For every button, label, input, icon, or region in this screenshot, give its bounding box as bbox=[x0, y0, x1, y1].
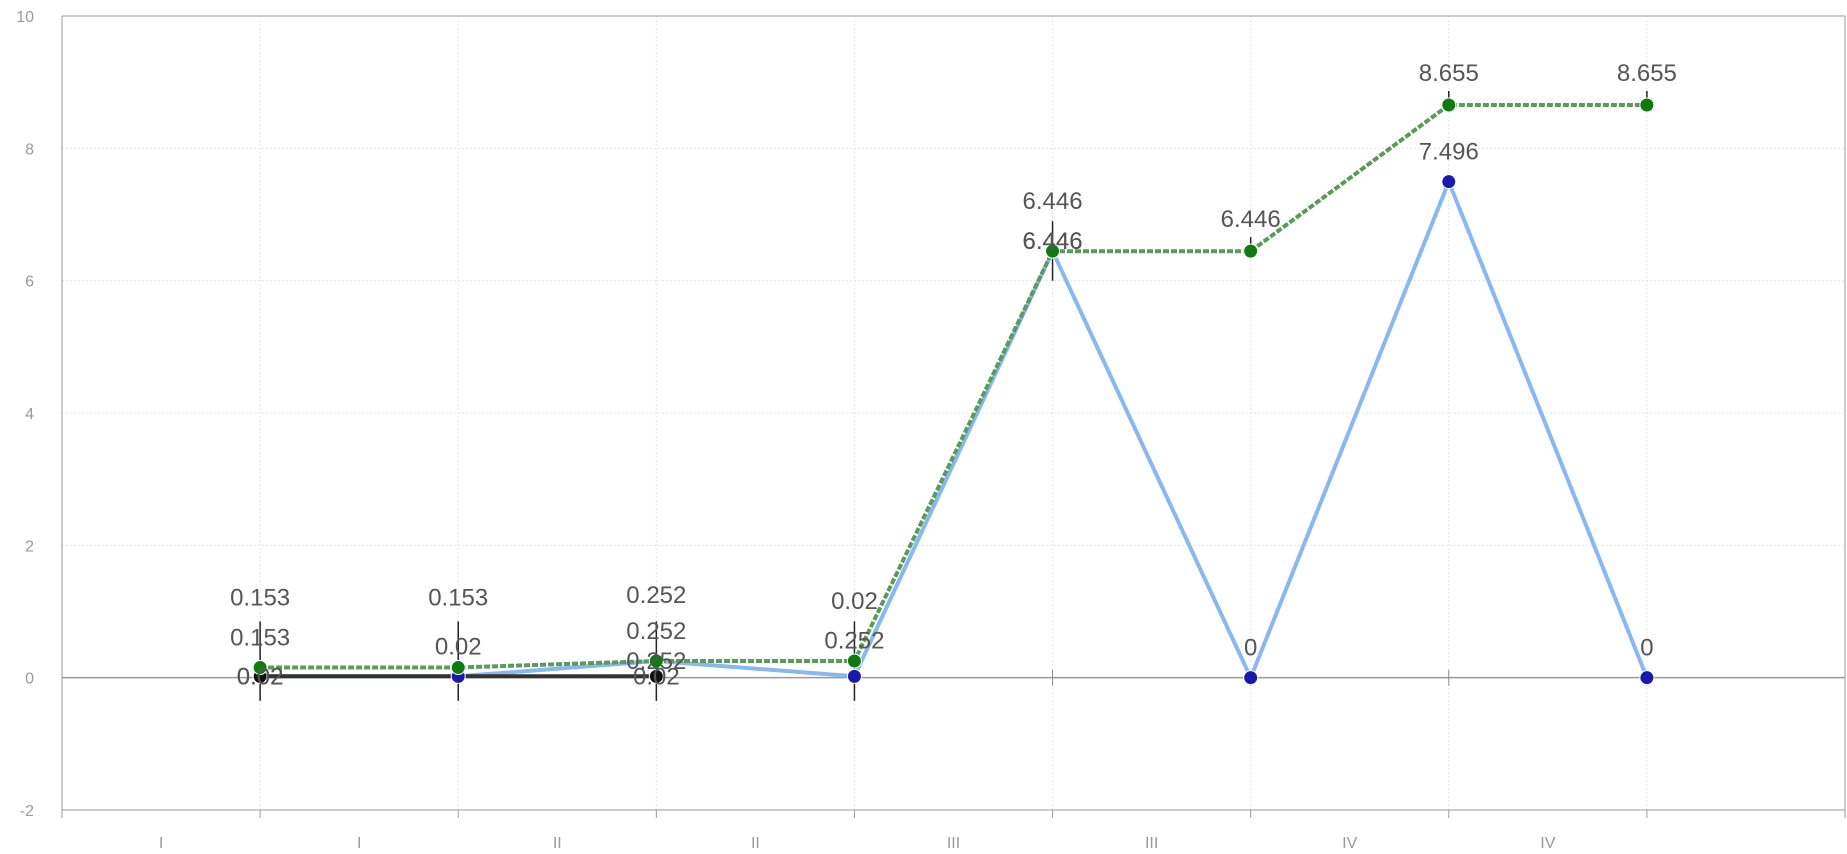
data-label-s0: 0.252 bbox=[626, 648, 686, 675]
x-tick-label: III bbox=[947, 835, 960, 852]
x-tick-label: I bbox=[159, 835, 163, 852]
x-tick-label: I bbox=[357, 835, 361, 852]
x-tick-label: IV bbox=[1540, 835, 1555, 852]
data-point-0 bbox=[1639, 670, 1655, 686]
series-line-0 bbox=[260, 179, 1649, 680]
data-label-s2-above: 6.446 bbox=[1023, 228, 1083, 255]
x-tick-label: II bbox=[751, 835, 760, 852]
y-tick-label: 10 bbox=[16, 9, 34, 26]
data-label-s2: 8.655 bbox=[1617, 60, 1677, 87]
data-point-2 bbox=[648, 653, 664, 669]
data-label-s2-above: 0.252 bbox=[626, 618, 686, 645]
series-line-2 bbox=[260, 103, 1647, 670]
x-tick-label: III bbox=[1145, 835, 1158, 852]
y-tick-label: 6 bbox=[25, 274, 34, 291]
data-label-s2: 0.153 bbox=[230, 585, 290, 612]
data-point-2 bbox=[252, 660, 268, 676]
data-label-s2: 6.446 bbox=[1221, 206, 1281, 233]
data-label-s0: 0.02 bbox=[237, 663, 284, 690]
data-label-s2: 6.446 bbox=[1023, 188, 1083, 215]
data-label-s0: 0.252 bbox=[824, 627, 884, 654]
data-point-0 bbox=[846, 668, 862, 684]
y-tick-label: -2 bbox=[20, 803, 34, 820]
data-label-s1: 0.02 bbox=[237, 663, 284, 690]
data-label-s1: 0.02 bbox=[633, 663, 680, 690]
data-point-2 bbox=[1441, 97, 1457, 113]
data-label-s2: 8.655 bbox=[1419, 60, 1479, 87]
data-point-2 bbox=[450, 660, 466, 676]
y-tick-label: 4 bbox=[25, 406, 34, 423]
x-tick-label: IV bbox=[1342, 835, 1357, 852]
data-point-2 bbox=[846, 653, 862, 669]
data-point-2 bbox=[1243, 243, 1259, 259]
data-point-0 bbox=[1243, 670, 1259, 686]
data-label-s0: 7.496 bbox=[1419, 139, 1479, 166]
data-point-0 bbox=[1441, 174, 1457, 190]
data-label-s0: 6.446 bbox=[1023, 228, 1083, 255]
y-tick-label: 0 bbox=[25, 671, 34, 688]
data-label-s0: 0 bbox=[1244, 635, 1257, 662]
data-label-s2: 0.252 bbox=[626, 582, 686, 609]
y-tick-label: 2 bbox=[25, 538, 34, 555]
y-tick-label: 8 bbox=[25, 141, 34, 158]
data-label-s2-above: 0.153 bbox=[230, 625, 290, 652]
data-label-s2: 0.153 bbox=[428, 585, 488, 612]
data-point-1 bbox=[648, 668, 664, 684]
data-point-2 bbox=[1045, 243, 1061, 259]
data-label-s0: 0 bbox=[1640, 635, 1653, 662]
data-point-2 bbox=[1639, 97, 1655, 113]
data-label-s0: 0.02 bbox=[435, 633, 482, 660]
data-label-s2: 0.02 bbox=[831, 588, 878, 615]
x-tick-label: II bbox=[553, 835, 562, 852]
